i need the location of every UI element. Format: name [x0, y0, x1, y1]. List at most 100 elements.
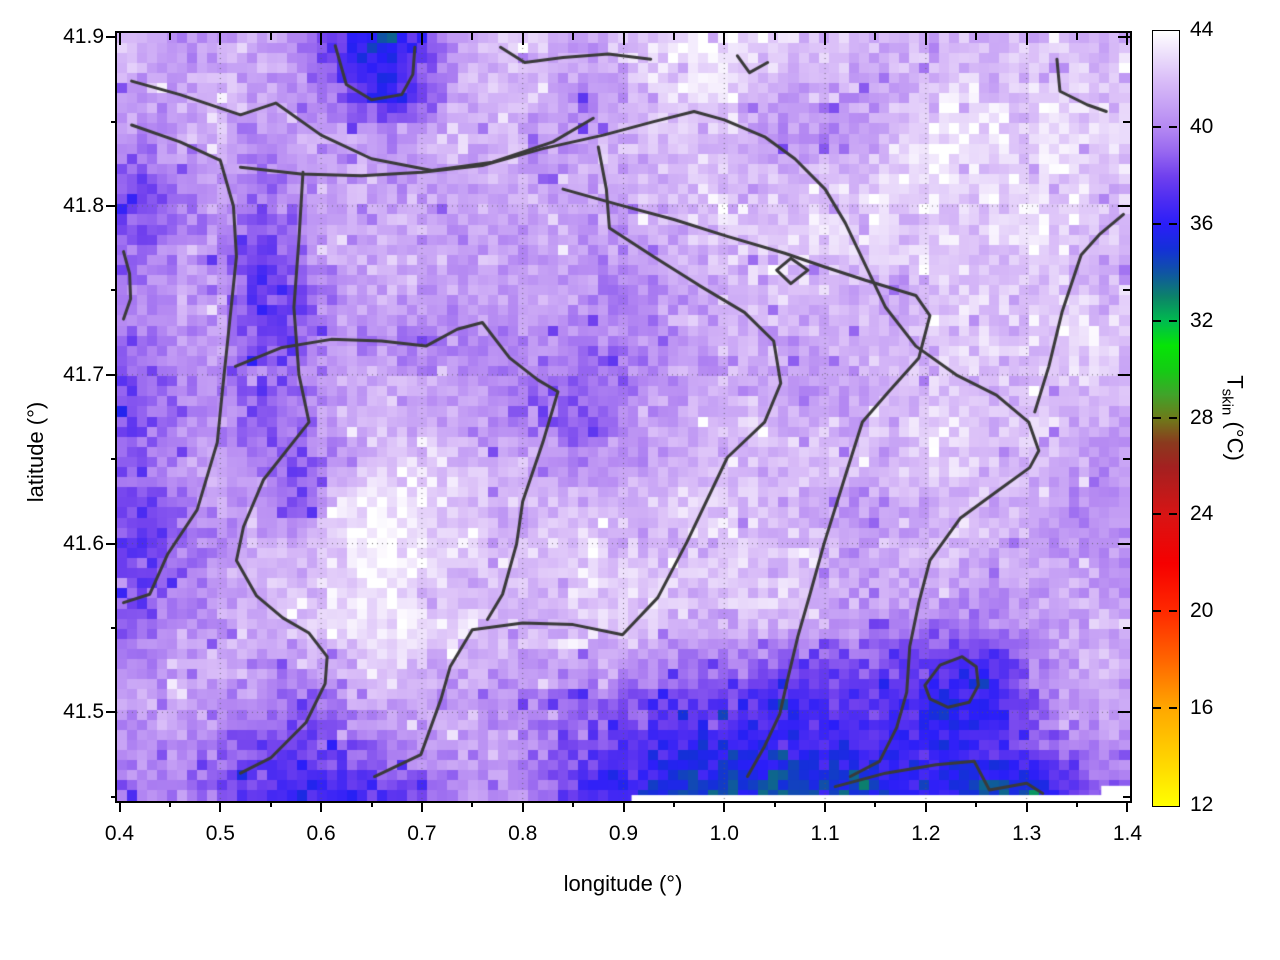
x-major-tick	[420, 801, 423, 812]
colorbar	[1152, 30, 1180, 807]
x-tick-label: 0.7	[407, 822, 437, 845]
x-major-tick-mirror	[824, 33, 827, 45]
x-minor-tick	[471, 801, 474, 807]
x-tick-label: 1.2	[911, 822, 941, 845]
x-major-tick	[1025, 801, 1028, 812]
x-tick-label: 0.4	[104, 822, 135, 845]
x-minor-tick	[168, 801, 171, 807]
y-major-tick-mirror	[1118, 373, 1130, 376]
x-major-tick	[924, 801, 927, 812]
x-minor-tick	[572, 801, 575, 807]
y-minor-tick-mirror	[1123, 120, 1130, 123]
colorbar-tick-label: 44	[1190, 18, 1214, 41]
x-minor-tick-mirror	[672, 33, 675, 40]
x-minor-tick-mirror	[975, 33, 978, 40]
x-major-tick-mirror	[219, 33, 222, 45]
colorbar-tick	[1153, 416, 1161, 419]
x-tick-label: 0.5	[205, 822, 235, 845]
y-major-tick-mirror	[1118, 711, 1130, 714]
colorbar-label-base: T	[1222, 375, 1248, 389]
y-minor-tick	[111, 120, 117, 123]
colorbar-tick	[1169, 513, 1177, 516]
y-tick-label: 41.9	[63, 25, 104, 49]
x-major-tick-mirror	[420, 33, 423, 45]
x-minor-tick	[975, 801, 978, 807]
x-major-tick	[824, 801, 827, 812]
x-minor-tick-mirror	[168, 33, 171, 40]
x-tick-label: 1.0	[709, 822, 739, 845]
x-major-tick	[118, 801, 121, 812]
y-major-tick	[106, 711, 117, 714]
x-tick-label: 1.1	[810, 822, 840, 845]
x-minor-tick-mirror	[1076, 33, 1079, 40]
x-major-tick-mirror	[622, 33, 625, 45]
y-tick-label: 41.7	[63, 362, 104, 386]
y-minor-tick-mirror	[1123, 458, 1130, 461]
x-minor-tick-mirror	[572, 33, 575, 40]
colorbar-tick-label: 32	[1190, 308, 1214, 332]
x-minor-tick-mirror	[874, 33, 877, 40]
y-major-tick	[106, 542, 117, 545]
x-major-tick	[320, 801, 323, 812]
y-minor-tick-mirror	[1123, 289, 1130, 292]
colorbar-tick-label: 40	[1190, 114, 1214, 138]
x-minor-tick-mirror	[773, 33, 776, 40]
colorbar-tick-label: 12	[1190, 793, 1214, 816]
y-axis-label: latitude (°)	[23, 401, 48, 503]
colorbar-label-subscript: skin	[1218, 388, 1236, 416]
x-axis-label: longitude (°)	[563, 871, 683, 896]
y-minor-tick-mirror	[1123, 626, 1130, 629]
colorbar-tick	[1153, 125, 1161, 128]
y-tick-label: 41.8	[63, 194, 104, 217]
x-major-tick-mirror	[521, 33, 524, 45]
x-major-tick	[219, 801, 222, 812]
colorbar-label-unit: (°C)	[1222, 415, 1248, 461]
x-major-tick-mirror	[1025, 33, 1028, 45]
colorbar-tick	[1169, 319, 1177, 322]
x-minor-tick-mirror	[471, 33, 474, 40]
colorbar-tick-label: 16	[1190, 696, 1214, 720]
y-minor-tick	[111, 289, 117, 292]
x-minor-tick	[773, 801, 776, 807]
x-tick-label: 0.6	[306, 822, 336, 845]
x-major-tick-mirror	[320, 33, 323, 45]
x-major-tick	[1126, 801, 1129, 812]
x-major-tick-mirror	[723, 33, 726, 45]
x-major-tick-mirror	[924, 33, 927, 45]
colorbar-tick-label: 28	[1190, 405, 1214, 429]
colorbar-tick-label: 36	[1190, 211, 1214, 235]
colorbar-tick	[1169, 222, 1177, 225]
x-tick-label: 0.9	[608, 822, 639, 845]
colorbar-tick-label: 24	[1190, 502, 1214, 526]
y-minor-tick	[111, 795, 117, 798]
x-minor-tick	[672, 801, 675, 807]
y-minor-tick	[111, 626, 117, 629]
y-major-tick-mirror	[1118, 36, 1130, 39]
y-minor-tick-mirror	[1123, 795, 1130, 798]
colorbar-tick	[1153, 319, 1161, 322]
colorbar-tick	[1153, 610, 1161, 613]
colorbar-tick	[1169, 416, 1177, 419]
y-major-tick-mirror	[1118, 542, 1130, 545]
x-tick-label: 1.3	[1012, 822, 1042, 845]
y-minor-tick	[111, 458, 117, 461]
x-major-tick	[521, 801, 524, 812]
y-major-tick	[106, 205, 117, 207]
colorbar-tick	[1169, 610, 1177, 613]
x-minor-tick	[874, 801, 877, 807]
x-minor-tick	[269, 801, 272, 807]
x-major-tick-mirror	[1126, 33, 1129, 45]
x-minor-tick-mirror	[269, 33, 272, 40]
y-major-tick	[106, 36, 117, 39]
colorbar-tick	[1153, 707, 1161, 710]
colorbar-tick	[1169, 707, 1177, 710]
y-tick-label: 41.6	[63, 531, 104, 555]
x-tick-label: 1.4	[1112, 822, 1143, 845]
colorbar-tick	[1169, 125, 1177, 128]
x-major-tick-mirror	[118, 33, 121, 45]
x-minor-tick-mirror	[370, 33, 373, 40]
x-minor-tick	[1076, 801, 1079, 807]
x-major-tick	[622, 801, 625, 812]
x-major-tick	[723, 801, 726, 812]
